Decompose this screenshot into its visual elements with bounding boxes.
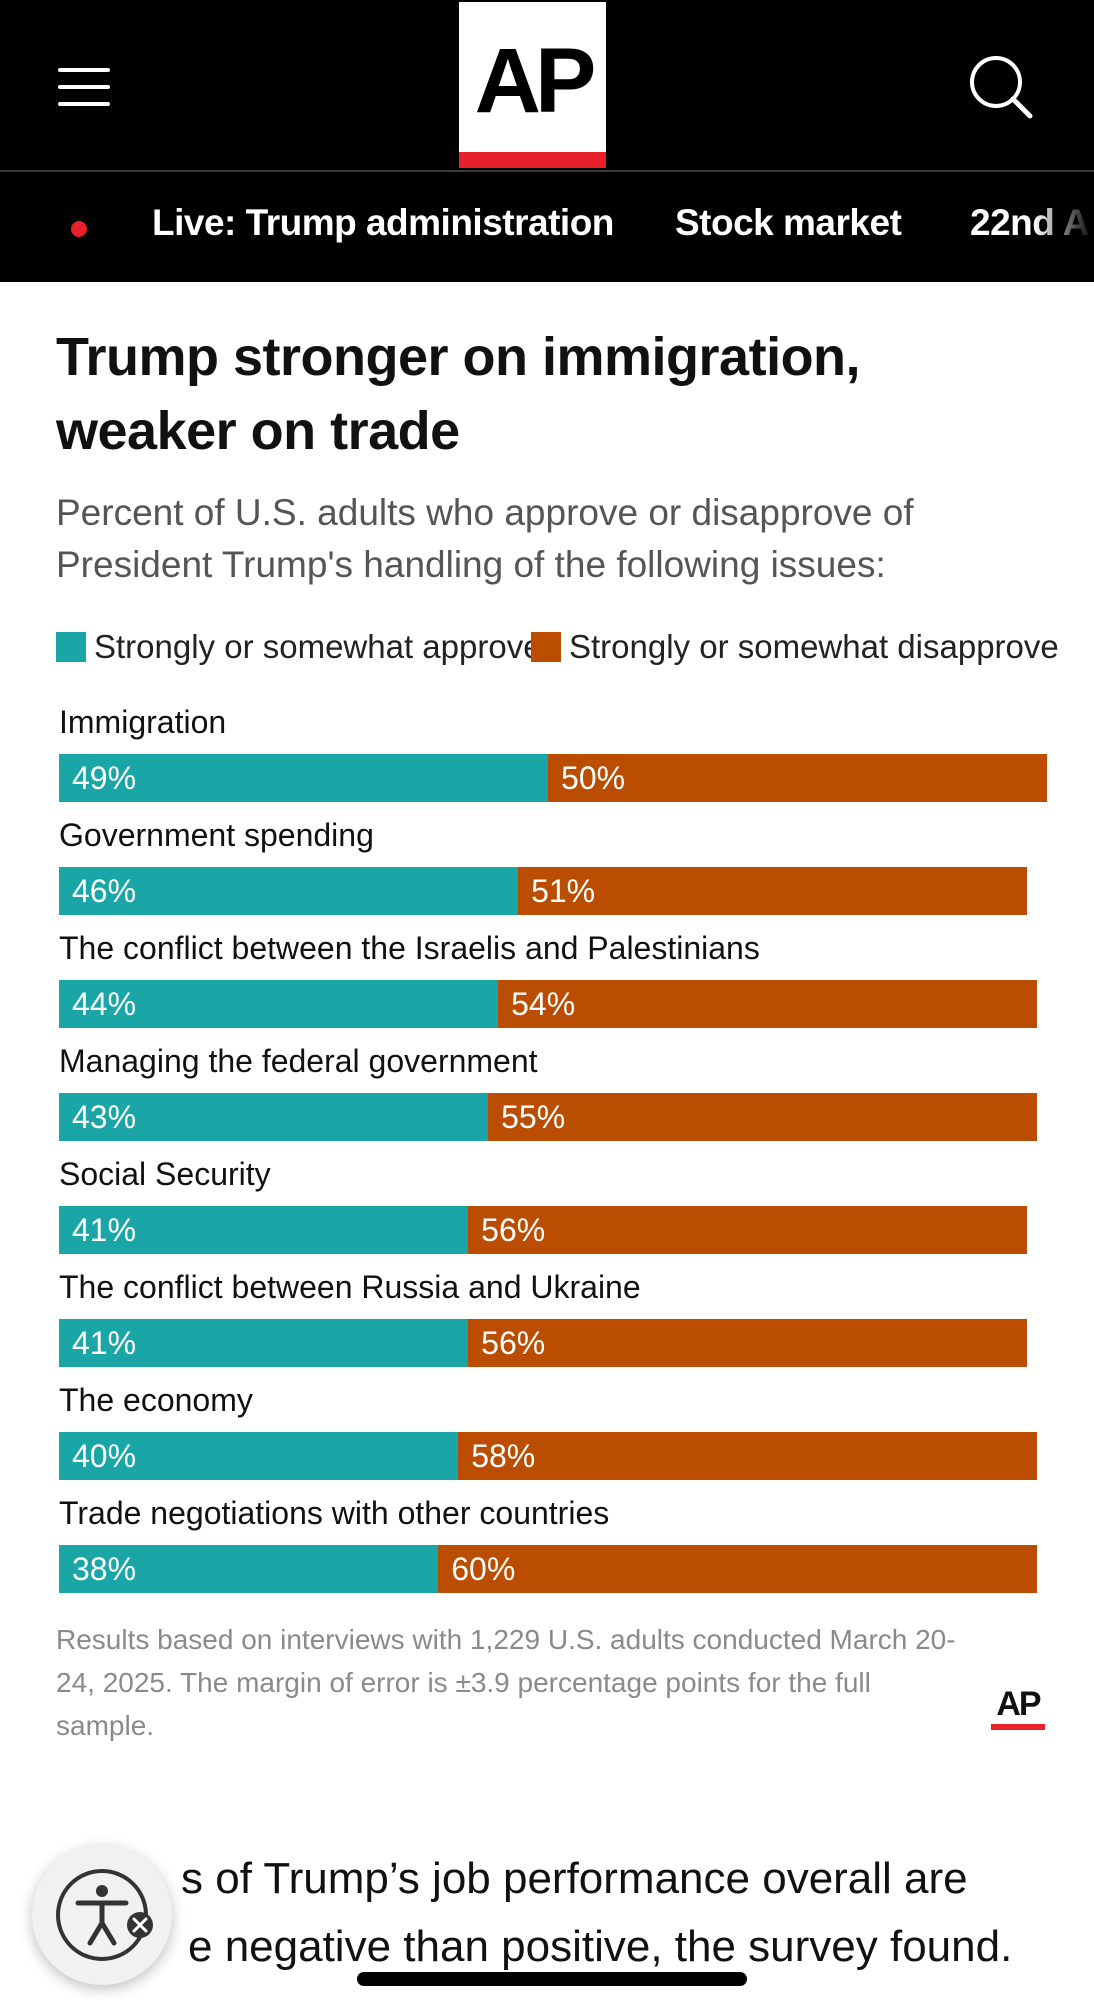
approve-bar	[59, 867, 519, 915]
approve-bar	[59, 1545, 439, 1593]
category-label: The conflict between Russia and Ukraine	[59, 1269, 641, 1305]
nav-item-stock-market[interactable]: Stock market	[675, 202, 902, 243]
disapprove-value-label: 51%	[531, 873, 596, 909]
header-divider	[0, 170, 1094, 172]
approve-bar	[59, 754, 549, 802]
chart-headline: Trump stronger on immigration, weaker on…	[56, 327, 861, 461]
legend-swatch-approve	[56, 632, 86, 662]
approve-bar	[59, 980, 499, 1028]
disapprove-value-label: 56%	[481, 1325, 546, 1361]
disapprove-value-label: 55%	[501, 1099, 566, 1135]
approve-bar	[59, 1319, 469, 1367]
legend-label-approve: Strongly or somewhat approve	[94, 628, 542, 665]
disapprove-value-label: 54%	[511, 986, 576, 1022]
category-label: Government spending	[59, 817, 374, 853]
article-body-text: s of Trump’s job performance overall are…	[56, 1845, 1056, 1981]
disapprove-bar	[518, 867, 1028, 915]
hamburger-menu-icon[interactable]	[58, 68, 110, 108]
disapprove-bar	[498, 980, 1038, 1028]
disapprove-bar	[468, 1319, 1028, 1367]
search-icon[interactable]	[966, 52, 1036, 122]
body-line-2: e negative than positive, the survey fou…	[188, 1922, 1013, 1971]
category-label: Managing the federal government	[59, 1043, 538, 1079]
ap-source-logo: AP	[991, 1686, 1045, 1730]
approve-value-label: 49%	[72, 760, 137, 796]
disapprove-value-label: 60%	[451, 1551, 516, 1587]
disapprove-bar	[548, 754, 1048, 802]
accessibility-icon	[56, 1869, 153, 1961]
approve-value-label: 41%	[72, 1212, 137, 1248]
approve-bar	[59, 1093, 489, 1141]
disapprove-bar	[458, 1432, 1038, 1480]
approve-value-label: 44%	[72, 986, 137, 1022]
category-label: Immigration	[59, 704, 227, 740]
live-indicator-icon	[71, 221, 87, 237]
accessibility-button[interactable]	[32, 1845, 172, 1985]
approve-value-label: 41%	[72, 1325, 137, 1361]
approve-bar	[59, 1206, 469, 1254]
top-header: AP	[0, 0, 1094, 170]
category-label: Social Security	[59, 1156, 271, 1192]
chart-subtitle: Percent of U.S. adults who approve or di…	[56, 492, 914, 585]
trending-nav: Live: Trump administration Stock market …	[0, 172, 1094, 282]
chart-footnote: Results based on interviews with 1,229 U…	[56, 1624, 956, 1741]
legend-item-disapprove: Strongly or somewhat disapprove	[531, 628, 1059, 666]
body-line-1: s of Trump’s job performance overall are	[181, 1854, 968, 1903]
logo-text: AP	[474, 30, 597, 132]
approve-value-label: 40%	[72, 1438, 137, 1474]
approve-value-label: 38%	[72, 1551, 137, 1587]
approve-value-label: 46%	[72, 873, 137, 909]
disapprove-bar	[438, 1545, 1038, 1593]
legend-item-approve: Strongly or somewhat approve	[56, 628, 542, 666]
disapprove-bar	[488, 1093, 1038, 1141]
approve-bar	[59, 1432, 459, 1480]
approve-value-label: 43%	[72, 1099, 137, 1135]
disapprove-value-label: 56%	[481, 1212, 546, 1248]
disapprove-bar	[468, 1206, 1028, 1254]
nav-item-live-trump[interactable]: Live: Trump administration	[152, 202, 614, 243]
disapprove-value-label: 50%	[561, 760, 626, 796]
legend-label-disapprove: Strongly or somewhat disapprove	[569, 628, 1059, 665]
legend-swatch-disapprove	[531, 632, 561, 662]
category-label: The economy	[59, 1382, 253, 1418]
home-indicator	[357, 1972, 747, 1986]
disapprove-value-label: 58%	[471, 1438, 536, 1474]
category-label: Trade negotiations with other countries	[59, 1495, 610, 1531]
ap-logo[interactable]: AP	[459, 2, 606, 168]
category-label: The conflict between the Israelis and Pa…	[59, 930, 760, 966]
nav-fade	[1034, 172, 1094, 282]
